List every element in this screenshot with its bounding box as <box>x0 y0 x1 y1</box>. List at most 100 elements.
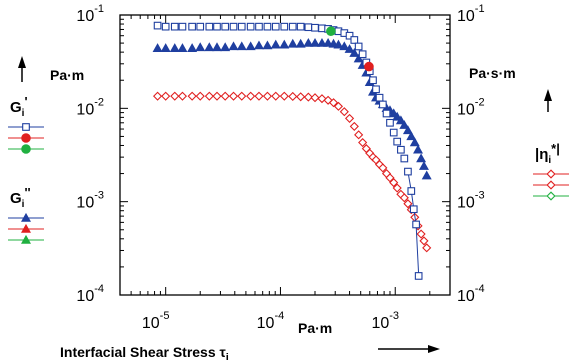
point-G_loss <box>416 153 427 163</box>
point-G_storage <box>271 22 280 31</box>
point-G_storage <box>246 22 255 31</box>
point-G_storage <box>288 22 297 31</box>
point-G_loss <box>220 42 231 52</box>
point-eta <box>271 91 281 101</box>
point-G_storage <box>375 93 384 102</box>
point-G_loss <box>333 39 344 49</box>
y-left-tick-label-exp: -4 <box>94 283 104 295</box>
point-G_storage <box>386 118 394 127</box>
point-G_storage <box>412 220 420 229</box>
y-right-tick-label-exp: -3 <box>475 190 485 202</box>
point-G_storage <box>354 42 363 51</box>
y-right-tick-label-exp: -4 <box>475 283 485 295</box>
legend-label-main: G <box>10 190 22 207</box>
point-G_loss <box>316 37 327 47</box>
point-G_storage <box>205 22 214 31</box>
point-G_storage <box>409 205 418 214</box>
series-G_loss <box>152 37 432 180</box>
point-eta <box>195 91 205 101</box>
x-tick-label: 10-3 <box>371 310 399 332</box>
point-eta <box>344 113 355 123</box>
point-eta <box>246 91 256 101</box>
point-eta <box>177 91 188 101</box>
x-tick-label-base: 10 <box>371 315 389 332</box>
legend-label-mark: ' <box>24 94 27 109</box>
y-right-tick-label: 10-1 <box>457 3 485 25</box>
point-eta <box>303 92 313 102</box>
point-G_loss <box>344 44 355 53</box>
point-G_storage <box>372 85 380 94</box>
legend-label: Gi' <box>10 94 28 119</box>
point-G_storage <box>311 23 319 32</box>
point-G_storage <box>296 22 305 31</box>
point-eta <box>392 183 402 193</box>
y-left-tick-label-base: 10 <box>76 101 94 118</box>
x-tick-label: 10-4 <box>257 310 285 332</box>
point-eta <box>328 98 339 108</box>
legend-label-mark: *| <box>551 141 560 156</box>
point-eta <box>237 91 247 101</box>
point-G_storage <box>304 23 313 32</box>
point-eta <box>323 95 333 105</box>
legend-marker <box>21 144 31 154</box>
point-G_loss <box>236 41 247 51</box>
point-G_loss <box>310 37 320 47</box>
y-right-tick-label-base: 10 <box>457 288 475 305</box>
y-right-tick-label-exp: -2 <box>475 96 485 108</box>
point-G_storage <box>213 22 221 31</box>
point-G_loss <box>204 42 215 52</box>
point-G_loss <box>253 40 264 50</box>
legend-label-main: G <box>10 99 22 116</box>
point-eta <box>262 91 273 101</box>
point-G_storage <box>345 31 354 40</box>
point-G_storage <box>280 22 289 31</box>
x-tick-label-exp: -5 <box>160 310 170 322</box>
y-left-unit: Pa·m <box>50 67 84 83</box>
point-eta <box>170 91 180 101</box>
point-G_storage <box>397 145 405 154</box>
up-arrow-right-icon <box>544 89 552 112</box>
legend-marker <box>21 234 31 244</box>
point-G_loss <box>262 40 273 50</box>
point-G_loss <box>177 43 188 52</box>
y-right-tick-label: 10-4 <box>457 283 485 305</box>
x-unit: Pa·m <box>298 320 332 336</box>
legend-marker <box>546 180 556 190</box>
y-left-tick-label-base: 10 <box>76 288 94 305</box>
legend-label: Gi'' <box>10 185 31 210</box>
series-G_storage_point2 <box>326 26 336 37</box>
point-G_loss <box>228 41 239 51</box>
legend-label: |ηi*| <box>535 141 560 166</box>
ticks-layer: 10-5 10-4 10-310-110-210-310-410-110-210-3… <box>76 3 484 332</box>
point-G_storage <box>188 22 196 31</box>
point-G_storage <box>170 22 179 31</box>
point-G_storage <box>229 22 238 31</box>
point-G_loss <box>323 37 334 47</box>
point-G_loss <box>169 43 180 52</box>
point-eta <box>349 121 359 132</box>
point-G_storage <box>221 22 230 31</box>
legend-eta: |ηi*| <box>533 141 569 201</box>
y-left-tick-label-base: 10 <box>76 8 94 25</box>
point-eta <box>288 91 298 102</box>
point-eta <box>385 173 395 183</box>
point-G_loss <box>349 48 360 57</box>
point-eta <box>403 199 413 209</box>
point-eta <box>254 91 264 101</box>
legend-marker <box>21 133 31 143</box>
point-G_storage <box>393 137 402 146</box>
series-G_storage <box>153 21 423 280</box>
point-G_storage <box>161 22 170 31</box>
y-left-tick-label-exp: -2 <box>94 96 104 108</box>
point-eta <box>333 101 344 111</box>
point-G_loss <box>303 37 314 47</box>
legend-marker <box>21 223 31 233</box>
legend-g-loss: Gi'' <box>8 185 44 244</box>
point-G_loss <box>152 43 163 52</box>
point-G_loss <box>279 39 290 49</box>
point-G_loss <box>270 39 281 49</box>
y-left-tick-label: 10-1 <box>76 3 104 25</box>
point-G_loss <box>399 120 410 129</box>
point-G_loss <box>406 131 417 141</box>
legend-label-mark: '' <box>24 185 30 200</box>
